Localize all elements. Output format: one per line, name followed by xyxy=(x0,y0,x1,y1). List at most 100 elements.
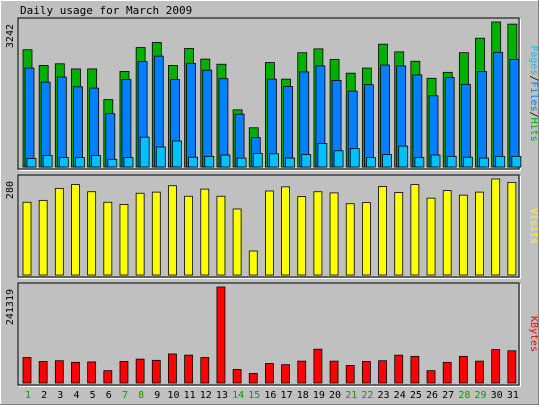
bar-pages-day-20 xyxy=(333,150,344,168)
bar-kbytes-day-3 xyxy=(54,360,64,384)
bar-visits-day-18 xyxy=(297,196,307,276)
bar-pages-day-30 xyxy=(495,155,506,168)
bar-pages-day-15 xyxy=(252,152,263,168)
bar-kbytes-day-1 xyxy=(22,357,32,384)
bar-kbytes-day-28 xyxy=(458,355,468,384)
x-tick-label-day-19: 19 xyxy=(313,390,325,401)
bar-kbytes-day-17 xyxy=(281,364,290,384)
bar-kbytes-day-26 xyxy=(426,370,436,384)
x-tick-label-day-30: 30 xyxy=(491,390,503,401)
bar-visits-day-10 xyxy=(168,185,177,276)
x-tick-label-day-2: 2 xyxy=(41,390,47,401)
bar-visits-day-8 xyxy=(135,192,145,276)
bar-kbytes-day-4 xyxy=(71,361,80,384)
bar-visits-day-12 xyxy=(200,188,210,276)
bar-pages-day-5 xyxy=(91,155,102,168)
side-label-kbytes: KBytes xyxy=(528,316,539,352)
bar-kbytes-day-5 xyxy=(87,361,97,384)
bar-pages-day-23 xyxy=(382,154,392,168)
bar-visits-day-29 xyxy=(475,191,484,276)
y-tick-label-hits-files-pages: 3242 xyxy=(5,24,16,48)
bar-visits-day-20 xyxy=(329,192,339,276)
side-label-part-2: Files xyxy=(528,81,539,111)
bar-kbytes-day-13 xyxy=(216,286,226,384)
x-tick-label-day-7: 7 xyxy=(122,390,128,401)
bar-kbytes-day-29 xyxy=(475,360,484,384)
bar-files-day-31 xyxy=(509,59,520,168)
bar-pages-day-29 xyxy=(479,157,489,168)
bar-pages-day-14 xyxy=(236,157,247,168)
x-tick-label-day-6: 6 xyxy=(106,390,112,401)
x-tick-label-day-9: 9 xyxy=(154,390,160,401)
bar-visits-day-24 xyxy=(394,192,404,276)
bar-files-day-18 xyxy=(299,71,310,168)
bar-pages-day-10 xyxy=(172,140,182,168)
bar-kbytes-day-16 xyxy=(265,363,274,384)
x-tick-label-day-4: 4 xyxy=(73,390,79,401)
bar-files-day-29 xyxy=(477,71,487,168)
y-tick-label-kbytes: 241319 xyxy=(5,289,16,325)
x-tick-label-day-21: 21 xyxy=(345,390,357,401)
side-label-part-4: Hits xyxy=(528,118,539,142)
bar-pages-day-28 xyxy=(462,156,473,168)
bar-files-day-1 xyxy=(24,67,35,168)
bar-visits-day-21 xyxy=(345,203,355,276)
bar-kbytes-day-7 xyxy=(119,361,129,384)
bar-pages-day-3 xyxy=(58,157,69,168)
bar-visits-day-19 xyxy=(313,191,323,276)
bar-visits-day-27 xyxy=(442,190,452,276)
bar-kbytes-day-12 xyxy=(200,357,210,384)
bar-files-day-27 xyxy=(444,77,455,168)
bar-kbytes-day-8 xyxy=(135,358,145,384)
bar-pages-day-18 xyxy=(301,154,312,168)
bar-pages-day-2 xyxy=(42,155,53,168)
x-tick-label-day-13: 13 xyxy=(216,390,228,401)
bar-files-day-3 xyxy=(56,76,67,168)
side-label-visits: Visits xyxy=(528,208,539,244)
x-tick-label-day-31: 31 xyxy=(507,390,519,401)
side-label-part-1: / xyxy=(528,75,539,81)
side-label-part-0: KBytes xyxy=(528,316,539,352)
x-tick-label-day-14: 14 xyxy=(232,390,244,401)
bar-kbytes-day-19 xyxy=(313,348,323,384)
bar-files-day-22 xyxy=(363,84,374,168)
bar-visits-day-11 xyxy=(184,195,194,276)
bar-files-day-25 xyxy=(412,74,423,168)
bar-files-day-4 xyxy=(73,86,83,168)
bar-kbytes-day-21 xyxy=(345,365,355,384)
bar-kbytes-day-31 xyxy=(507,350,517,384)
bar-visits-day-7 xyxy=(119,204,129,276)
x-tick-label-day-12: 12 xyxy=(200,390,212,401)
bar-visits-day-17 xyxy=(281,186,290,276)
bar-kbytes-day-9 xyxy=(151,359,161,384)
x-tick-label-day-1: 1 xyxy=(25,390,31,401)
bar-visits-day-23 xyxy=(378,186,387,276)
side-label-part-0: Pages xyxy=(528,45,539,75)
bar-visits-day-22 xyxy=(361,202,371,276)
bar-pages-day-17 xyxy=(285,157,295,168)
bar-pages-day-24 xyxy=(398,145,409,168)
bar-pages-day-11 xyxy=(188,156,199,168)
bar-pages-day-26 xyxy=(430,154,441,168)
bar-visits-day-16 xyxy=(265,190,274,276)
x-tick-label-day-11: 11 xyxy=(184,390,196,401)
side-label-part-0: Visits xyxy=(528,208,539,244)
bar-pages-day-13 xyxy=(220,154,231,168)
bar-pages-day-19 xyxy=(317,143,328,168)
bar-files-day-11 xyxy=(186,62,197,168)
bar-files-day-30 xyxy=(493,51,504,168)
bar-files-day-28 xyxy=(460,83,471,168)
bar-kbytes-day-20 xyxy=(329,360,339,384)
bar-files-day-23 xyxy=(380,64,390,168)
bar-kbytes-day-6 xyxy=(103,370,113,384)
bar-kbytes-day-30 xyxy=(491,349,501,384)
bar-pages-day-22 xyxy=(365,157,376,168)
bar-visits-day-31 xyxy=(507,181,517,276)
bar-visits-day-3 xyxy=(54,187,64,276)
bar-pages-day-8 xyxy=(139,136,150,168)
x-tick-label-day-26: 26 xyxy=(426,390,438,401)
bar-kbytes-day-25 xyxy=(410,355,420,384)
bar-visits-day-6 xyxy=(103,201,113,276)
